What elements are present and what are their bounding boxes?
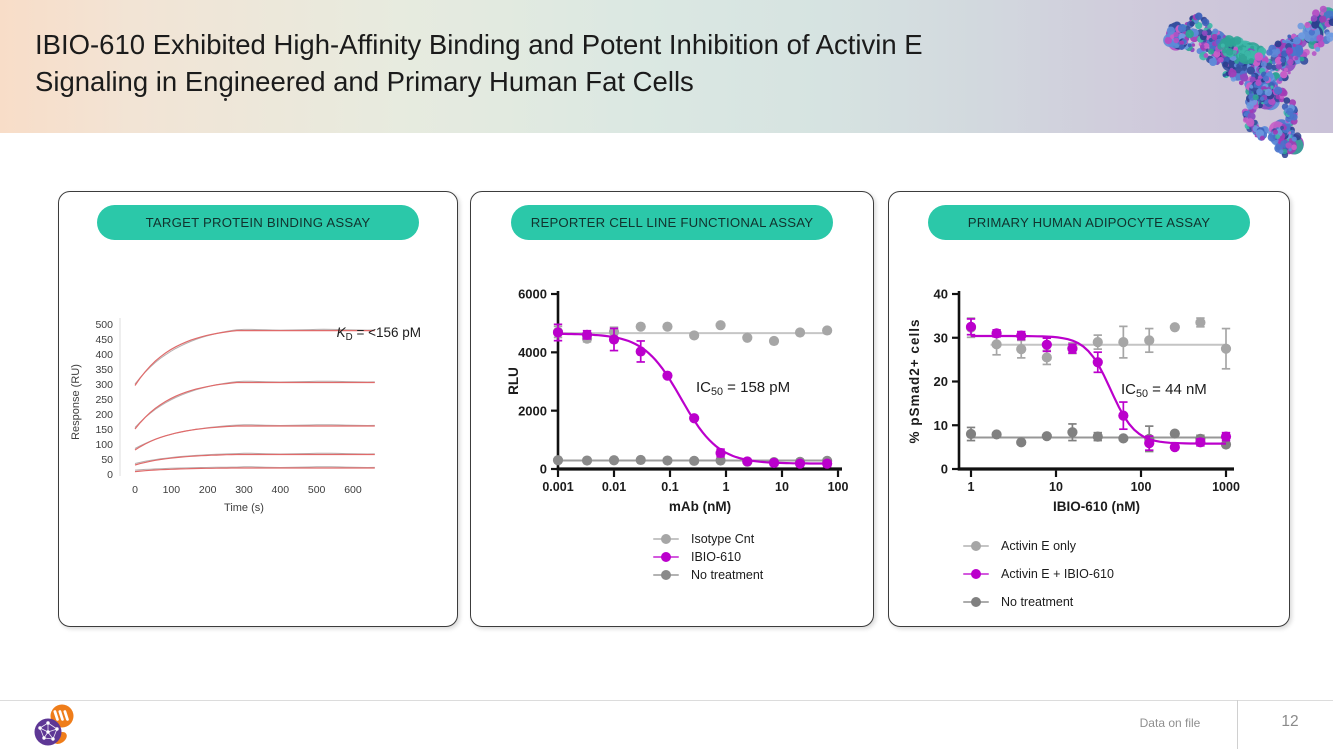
slide-title: IBIO-610 Exhibited High-Affinity Binding… — [35, 26, 1125, 100]
svg-text:200: 200 — [95, 409, 113, 421]
svg-text:1000: 1000 — [1212, 480, 1240, 494]
svg-text:30: 30 — [934, 330, 948, 345]
legend-marker-icon — [653, 533, 679, 545]
svg-text:100: 100 — [163, 484, 181, 496]
svg-text:300: 300 — [235, 484, 253, 496]
footer-divider — [1237, 700, 1238, 749]
svg-text:10: 10 — [934, 418, 948, 433]
reporter-chart-legend: Isotype Cnt IBIO-610 No treatment — [653, 530, 763, 584]
adipocyte-assay-card: PRIMARY HUMAN ADIPOCYTE ASSAY 0 10 20 30 40 1… — [888, 191, 1290, 627]
svg-text:20: 20 — [934, 374, 948, 389]
page-number: 12 — [1281, 713, 1299, 730]
svg-text:10: 10 — [1049, 480, 1063, 494]
svg-text:350: 350 — [95, 364, 113, 376]
header-gradient-band: IBIO-610 Exhibited High-Affinity Binding… — [0, 0, 1333, 133]
svg-text:150: 150 — [95, 424, 113, 436]
svg-text:600: 600 — [344, 484, 362, 496]
svg-text:KD = <156 pM: KD = <156 pM — [337, 325, 421, 343]
svg-text:40: 40 — [934, 287, 948, 302]
svg-text:500: 500 — [308, 484, 326, 496]
svg-text:IC50 = 44 nM: IC50 = 44 nM — [1121, 381, 1207, 400]
svg-text:6000: 6000 — [518, 287, 547, 302]
svg-text:Response (RU): Response (RU) — [70, 364, 82, 440]
legend-marker-icon — [653, 569, 679, 581]
svg-text:% pSmad2+ cells: % pSmad2+ cells — [907, 319, 922, 444]
legend-label: No treatment — [1001, 595, 1074, 609]
company-logo — [34, 704, 74, 746]
reporter-assay-card: REPORTER CELL LINE FUNCTIONAL ASSAY 0 200… — [470, 191, 874, 627]
svg-text:RLU: RLU — [506, 367, 521, 395]
legend-item: Isotype Cnt — [653, 530, 763, 548]
svg-text:200: 200 — [199, 484, 217, 496]
legend-item: IBIO-610 — [653, 548, 763, 566]
svg-text:100: 100 — [95, 439, 113, 451]
slide-title-line-2: Signaling in Engineered and Primary Huma… — [35, 66, 694, 97]
svg-text:1: 1 — [968, 480, 975, 494]
stray-dot — [224, 98, 227, 101]
svg-text:Time (s): Time (s) — [224, 502, 264, 514]
svg-text:450: 450 — [95, 334, 113, 346]
legend-label: Isotype Cnt — [691, 532, 755, 546]
legend-marker-icon — [653, 551, 679, 563]
svg-text:100: 100 — [828, 480, 849, 494]
adipocyte-dose-response-chart: 0 10 20 30 40 1 10 100 1000 IBIO-610 (nM) % pSmad2… — [907, 287, 1240, 514]
svg-text:0: 0 — [540, 462, 547, 477]
legend-marker-icon — [963, 568, 989, 580]
footnote-data-on-file: Data on file — [1139, 716, 1201, 730]
svg-text:100: 100 — [1131, 480, 1152, 494]
svg-text:10: 10 — [775, 480, 789, 494]
antibody-protein-render-image — [1163, 5, 1333, 158]
svg-text:300: 300 — [95, 379, 113, 391]
svg-text:0: 0 — [132, 484, 138, 496]
slide-title-line-1: IBIO-610 Exhibited High-Affinity Binding… — [35, 29, 923, 60]
svg-text:0.001: 0.001 — [542, 480, 573, 494]
svg-text:500: 500 — [95, 319, 113, 331]
svg-text:0: 0 — [941, 462, 948, 477]
legend-label: No treatment — [691, 568, 764, 582]
svg-text:2000: 2000 — [518, 403, 547, 418]
legend-item: No treatment — [653, 566, 763, 584]
legend-item: No treatment — [963, 593, 1114, 611]
binding-assay-header-pill: TARGET PROTEIN BINDING ASSAY — [97, 205, 419, 240]
svg-text:IC50 = 158 pM: IC50 = 158 pM — [696, 379, 790, 398]
legend-item: Activin E only — [963, 537, 1114, 555]
svg-text:0: 0 — [107, 469, 113, 481]
svg-text:250: 250 — [95, 394, 113, 406]
svg-text:400: 400 — [272, 484, 290, 496]
legend-label: Activin E + IBIO-610 — [1001, 567, 1114, 581]
svg-text:0.1: 0.1 — [661, 480, 678, 494]
svg-text:50: 50 — [101, 454, 113, 466]
reporter-dose-response-chart: 0 2000 4000 6000 0.001 0.01 0.1 1 10 100 mAb (nM) R… — [506, 287, 849, 514]
svg-text:0.01: 0.01 — [602, 480, 626, 494]
adipocyte-chart-legend: Activin E only Activin E + IBIO-610 No t… — [963, 537, 1114, 621]
svg-text:4000: 4000 — [518, 345, 547, 360]
svg-text:1: 1 — [723, 480, 730, 494]
svg-text:mAb (nM): mAb (nM) — [669, 499, 731, 514]
svg-text:IBIO-610 (nM): IBIO-610 (nM) — [1053, 499, 1140, 514]
legend-marker-icon — [963, 596, 989, 608]
binding-assay-card: TARGET PROTEIN BINDING ASSAY 500 450 400 35… — [58, 191, 458, 627]
reporter-assay-header-pill: REPORTER CELL LINE FUNCTIONAL ASSAY — [511, 205, 833, 240]
svg-text:400: 400 — [95, 349, 113, 361]
adipocyte-assay-header-pill: PRIMARY HUMAN ADIPOCYTE ASSAY — [928, 205, 1250, 240]
legend-label: Activin E only — [1001, 539, 1077, 553]
legend-label: IBIO-610 — [691, 550, 742, 564]
legend-item: Activin E + IBIO-610 — [963, 565, 1114, 583]
footer-rule — [0, 700, 1333, 701]
legend-marker-icon — [963, 540, 989, 552]
